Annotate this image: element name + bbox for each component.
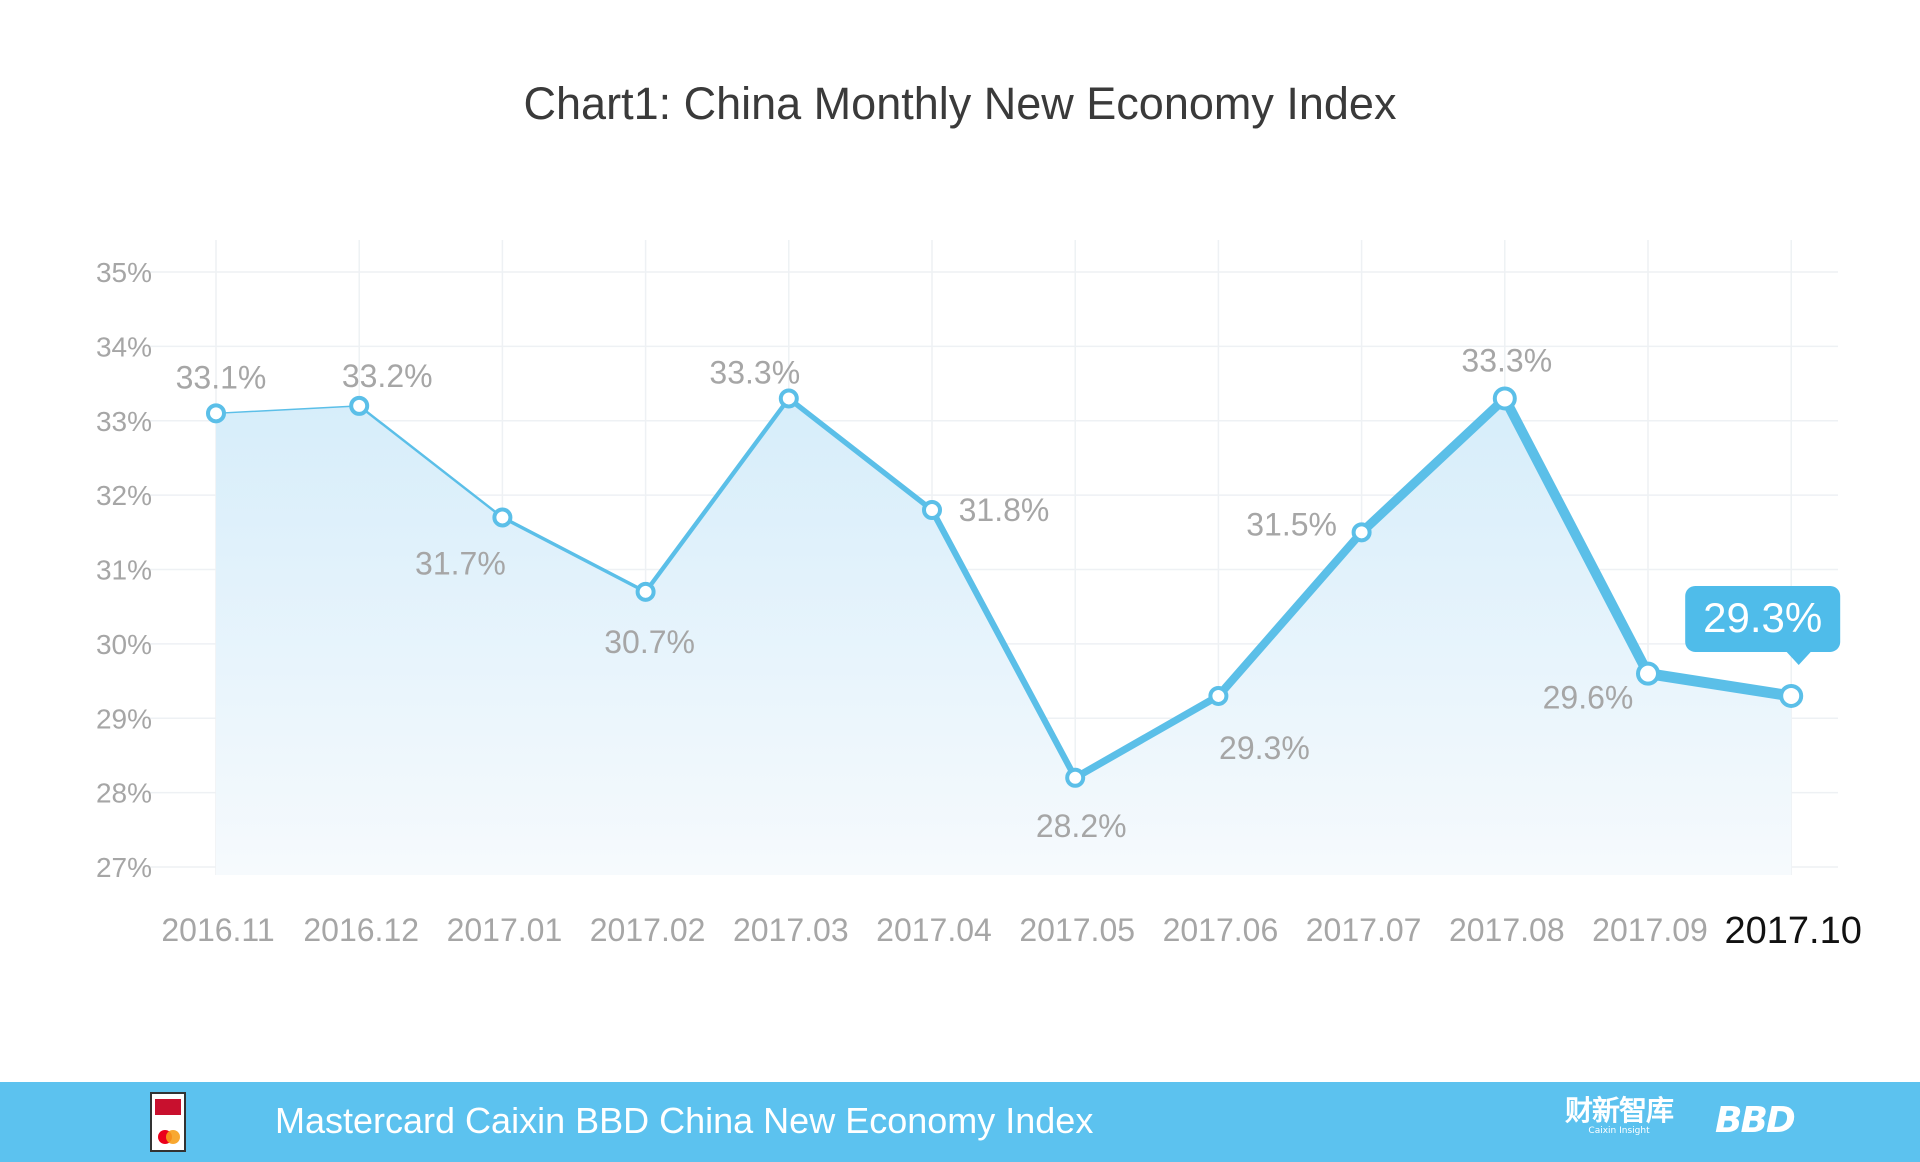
caixin-logo: 财新智库 Caixin Insight [1565,1094,1674,1137]
series-line-segment [1357,393,1510,537]
data-point [1492,386,1517,411]
series-line-segment [1499,393,1654,679]
data-label: 30.7% [604,624,695,660]
data-label: 29.3% [1219,730,1310,766]
x-tick-label: 2017.05 [1019,912,1135,948]
y-tick-label: 31% [96,555,152,586]
series-line-segment [1642,668,1797,702]
data-label: 28.2% [1036,808,1127,844]
data-point [1636,661,1660,686]
callout-label: 29.3% [1703,594,1822,641]
data-point [1065,767,1086,788]
data-point [1779,683,1804,708]
x-tick-label: 2017.04 [876,912,992,948]
series-line-segment [215,405,360,415]
data-label: 33.1% [176,359,267,395]
x-tick-label: 2017.03 [733,912,849,948]
y-tick-label: 33% [96,406,152,437]
data-label: 31.8% [959,492,1050,528]
x-tick-label: 2016.11 [161,912,274,948]
data-point [206,403,226,424]
point-layer [206,386,1804,788]
data-label: 29.6% [1543,680,1634,716]
data-label: 31.7% [415,545,506,581]
x-tick-label: 2017.09 [1592,912,1708,948]
series-line-segment [928,506,1079,781]
series-line-segment [1214,528,1366,701]
x-tick-label: 2017.07 [1306,912,1422,948]
callout-layer: 29.3% [1685,585,1841,665]
data-point [635,581,656,602]
series-line-segment [357,404,504,519]
data-point [1208,685,1229,706]
data-label: 33.3% [709,354,800,390]
line-layer [215,393,1797,782]
data-label: 33.3% [1461,342,1552,378]
data-point [1351,522,1372,543]
x-tick-label: 2017.01 [447,912,563,948]
x-tick-label: 2016.12 [303,912,419,948]
data-point [492,507,513,528]
chart-title: Chart1: China Monthly New Economy Index [523,78,1397,129]
y-tick-label: 35% [96,257,152,288]
series-line-segment [1071,692,1223,782]
y-tick-label: 34% [96,331,152,362]
callout-box [1685,585,1841,665]
y-tick-label: 30% [96,629,152,660]
chart-plot: 33.1% 33.2% 31.7% 30.7% 33.3% 31.8% 28.2% 29.3%… [96,240,1862,952]
x-tick-label: 2017.02 [590,912,706,948]
data-label: 33.2% [342,358,433,394]
x-tick-label: 2017.08 [1449,912,1565,948]
series-line-segment [643,396,791,594]
series-line-segment [500,515,648,594]
nei-logo [150,1092,186,1152]
y-tick-label: 27% [96,852,152,883]
y-tick-label: 29% [96,703,152,734]
data-point [349,395,370,416]
x-tick-label: 2017.06 [1163,912,1279,948]
data-point [778,388,799,409]
y-tick-label: 28% [96,778,152,809]
caixin-logo-text: 财新智库 [1565,1094,1674,1127]
y-tick-label: 32% [96,480,152,511]
data-point [922,500,942,520]
bbd-logo: BBD [1715,1100,1796,1141]
x-tick-label: 2017.10 [1725,910,1862,952]
footer-title: Mastercard Caixin BBD China New Economy … [275,1100,1094,1141]
area-fill [216,398,1792,875]
label-layer: 33.1% 33.2% 31.7% 30.7% 33.3% 31.8% 28.2% 29.3%… [176,342,1634,843]
caixin-logo-subtext: Caixin Insight [1588,1126,1650,1136]
footer-bar: Mastercard Caixin BBD China New Economy … [0,1082,1920,1162]
series-line-segment [786,395,935,513]
axis-layer: 27% 28% 29% 30% 31% 32% 33% 34% 35% 2016.11 2016.1… [96,257,1862,952]
area-layer [216,398,1792,875]
data-label: 31.5% [1246,506,1337,542]
